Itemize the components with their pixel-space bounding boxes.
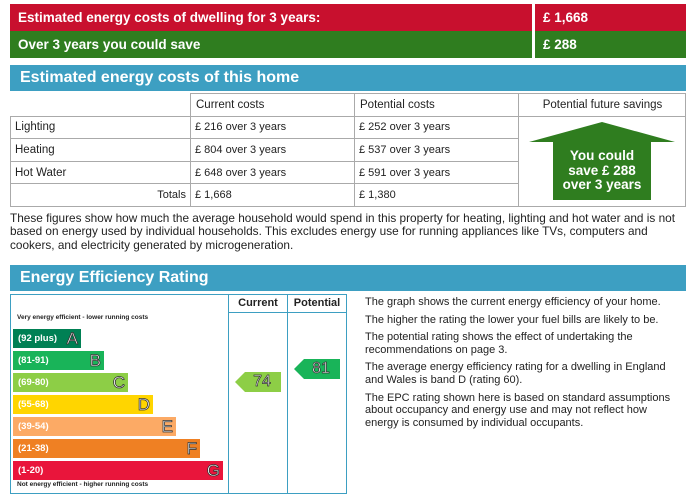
savings-arrow: You could save £ 288 over 3 years: [529, 122, 675, 201]
savings-banner: Over 3 years you could save £ 288: [10, 31, 686, 58]
blank-header: [10, 93, 191, 117]
totals-current: £ 1,668: [190, 183, 355, 207]
up-arrow-icon: [529, 122, 675, 201]
eer-section-title: Energy Efficiency Rating: [10, 265, 686, 291]
eer-notes: The graph shows the current energy effic…: [365, 296, 683, 434]
cell-current: £ 804 over 3 years: [190, 138, 355, 162]
table-row: Heating £ 804 over 3 years £ 537 over 3 …: [10, 138, 686, 162]
band-letter: F: [186, 439, 197, 459]
costs-table: Current costs Potential costs Potential …: [10, 93, 686, 207]
band-letter: A: [66, 329, 78, 349]
cell-potential: £ 537 over 3 years: [354, 138, 519, 162]
potential-rating-value: 81: [312, 360, 330, 378]
cell-potential: £ 252 over 3 years: [354, 115, 519, 140]
cell-potential: £ 591 over 3 years: [354, 160, 519, 185]
band-range: (39-54): [18, 421, 49, 432]
band-letter: B: [89, 351, 101, 371]
divider: [228, 295, 229, 493]
rating-band-c: (69-80) C: [13, 373, 128, 392]
band-letter: G: [206, 461, 220, 481]
cell-current: £ 648 over 3 years: [190, 160, 355, 185]
note-paragraph: The graph shows the current energy effic…: [365, 296, 661, 308]
row-label: Hot Water: [10, 160, 191, 185]
savings-cell: You could save £ 288 over 3 years: [518, 115, 686, 207]
cell-current: £ 216 over 3 years: [190, 115, 355, 140]
table-row: Hot Water £ 648 over 3 years £ 591 over …: [10, 160, 686, 185]
band-letter: E: [161, 417, 173, 437]
savings-text: You could save £ 288 over 3 years: [529, 149, 675, 193]
header-potential: Potential costs: [354, 93, 519, 117]
rating-band-e: (39-54) E: [13, 417, 176, 436]
current-rating-value: 74: [253, 373, 271, 391]
totals-potential: £ 1,380: [354, 183, 519, 207]
savings-line-2: save £ 288: [568, 162, 636, 178]
current-rating-indicator: 74: [235, 372, 281, 392]
band-range: (69-80): [18, 377, 49, 388]
rating-band-d: (55-68) D: [13, 395, 153, 414]
header-savings: Potential future savings: [518, 93, 686, 117]
total-cost-label: Estimated energy costs of dwelling for 3…: [18, 10, 321, 25]
potential-arrow-icon: [294, 359, 340, 379]
header-current: Current costs: [190, 93, 355, 117]
band-range: (81-91): [18, 355, 49, 366]
rating-band-b: (81-91) B: [13, 351, 104, 370]
current-arrow-icon: [235, 372, 281, 392]
total-cost-value: £ 1,668: [532, 4, 686, 31]
eer-chart: Current Potential Very energy efficient …: [10, 294, 347, 494]
savings-line-1: You could: [569, 148, 635, 164]
rating-band-g: (1-20) G: [13, 461, 223, 480]
savings-line-3: over 3 years: [562, 177, 642, 193]
divider: [287, 295, 288, 493]
row-label: Lighting: [10, 115, 191, 140]
bottom-note: Not energy efficient - higher running co…: [17, 481, 149, 488]
band-range: (1-20): [18, 465, 44, 476]
costs-section-title: Estimated energy costs of this home: [10, 65, 686, 91]
table-row: Lighting £ 216 over 3 years £ 252 over 3…: [10, 115, 686, 207]
note-paragraph: The higher the rating the lower your fue…: [365, 313, 659, 326]
note-paragraph: The EPC rating shown here is based on st…: [365, 391, 671, 429]
rating-band-f: (21-38) F: [13, 439, 200, 458]
totals-row: Totals £ 1,668 £ 1,380: [10, 183, 686, 207]
rating-band-a: (92 plus) A: [13, 329, 81, 348]
savings-label: Over 3 years you could save: [18, 37, 201, 52]
top-note: Very energy efficient - lower running co…: [17, 314, 149, 321]
band-letter: D: [137, 395, 150, 415]
band-letter: C: [112, 373, 125, 393]
potential-rating-indicator: 81: [294, 359, 340, 379]
current-column-header: Current: [229, 295, 287, 313]
band-range: (21-38): [18, 443, 49, 454]
table-header-row: Current costs Potential costs Potential …: [10, 93, 686, 117]
total-cost-banner: Estimated energy costs of dwelling for 3…: [10, 4, 686, 31]
note-paragraph: The potential rating shows the effect of…: [365, 331, 633, 356]
totals-label: Totals: [10, 183, 191, 207]
band-range: (92 plus): [18, 333, 58, 344]
explanation-text: These figures show how much the average …: [10, 211, 675, 252]
note-paragraph: The average energy efficiency rating for…: [365, 361, 666, 386]
potential-column-header: Potential: [288, 295, 346, 313]
row-label: Heating: [10, 138, 191, 162]
band-range: (55-68): [18, 399, 49, 410]
savings-value: £ 288: [532, 31, 686, 58]
